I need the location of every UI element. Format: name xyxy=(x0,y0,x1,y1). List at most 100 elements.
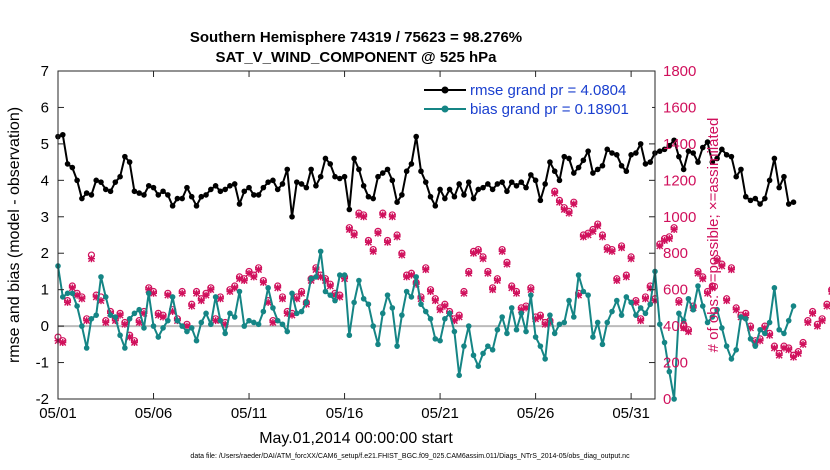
bias-point xyxy=(294,310,300,317)
bias-point xyxy=(585,292,591,298)
y-right-tick-label: 1400 xyxy=(663,136,696,153)
bias-point xyxy=(437,337,443,344)
bias-point xyxy=(236,288,243,295)
rmse-point xyxy=(112,179,119,185)
obs-assimilated-point xyxy=(384,238,392,246)
rmse-point xyxy=(738,166,744,173)
bias-point xyxy=(174,317,181,324)
bias-point xyxy=(494,326,501,333)
rmse-point xyxy=(98,179,104,185)
obs-assimilated-point xyxy=(379,211,387,219)
obs-assimilated-point xyxy=(150,289,158,297)
rmse-point xyxy=(184,184,190,191)
rmse-point xyxy=(279,181,286,187)
rmse-point xyxy=(212,183,219,189)
y-left-tick-label: 5 xyxy=(41,136,49,153)
rmse-point xyxy=(456,181,462,187)
bias-point xyxy=(647,301,654,308)
bias-point xyxy=(198,319,205,326)
bias-point xyxy=(704,319,711,326)
rmse-point xyxy=(303,184,310,191)
bias-point xyxy=(604,319,611,326)
rmse-point xyxy=(518,179,525,185)
obs-assimilated-point xyxy=(427,287,435,295)
bias-point xyxy=(695,283,701,289)
obs-assimilated-point xyxy=(226,287,234,295)
bias-point xyxy=(399,312,405,318)
rmse-point xyxy=(590,170,596,176)
rmse-point xyxy=(384,166,391,173)
bias-point xyxy=(728,356,735,362)
obs-assimilated-point xyxy=(250,273,258,281)
y-right-tick-label: 1600 xyxy=(663,99,696,116)
bias-point xyxy=(289,290,295,297)
bias-point xyxy=(403,288,410,295)
obs-assimilated-point xyxy=(293,295,301,303)
obs-assimilated-point xyxy=(675,298,683,306)
bias-point xyxy=(661,339,668,346)
bias-point xyxy=(489,347,496,353)
obs-assimilated-point xyxy=(718,262,726,270)
obs-assimilated-point xyxy=(164,291,172,299)
bias-point xyxy=(217,317,224,324)
bias-point xyxy=(551,330,558,337)
bias-point xyxy=(59,294,66,300)
obs-assimilated-point xyxy=(699,275,707,283)
bias-point xyxy=(613,297,620,304)
bias-point xyxy=(336,272,343,278)
bias-point xyxy=(255,321,262,328)
bias-point xyxy=(508,305,515,311)
bias-point xyxy=(169,294,176,300)
rmse-point xyxy=(714,155,720,162)
bias-point xyxy=(83,345,90,351)
y-right-tick-label: 1200 xyxy=(663,172,696,189)
obs-assimilated-point xyxy=(126,333,134,341)
bias-point xyxy=(179,323,185,329)
obs-assimilated-point xyxy=(269,318,277,326)
rmse-point xyxy=(747,197,754,204)
rmse-point xyxy=(499,179,505,185)
rmse-point xyxy=(528,172,534,178)
legend-bias-marker xyxy=(441,105,449,113)
bias-point xyxy=(637,305,644,311)
bias-point xyxy=(341,272,348,278)
bias-point xyxy=(231,314,238,320)
rmse-point xyxy=(160,188,166,195)
obs-assimilated-point xyxy=(393,233,401,241)
rmse-point xyxy=(317,173,324,180)
rmse-point xyxy=(422,179,429,185)
rmse-point xyxy=(203,192,209,198)
bias-point xyxy=(656,321,663,328)
rmse-point xyxy=(193,203,200,209)
rmse-point xyxy=(594,166,601,173)
obs-assimilated-point xyxy=(360,213,368,221)
obs-possible-point xyxy=(828,286,830,293)
bias-point xyxy=(556,321,563,328)
obs-assimilated-point xyxy=(64,298,72,306)
rmse-point xyxy=(265,179,271,185)
obs-assimilated-point xyxy=(512,289,520,297)
obs-assimilated-point xyxy=(169,308,177,316)
y-axis-left-label: rmse and bias (model - observation) xyxy=(6,107,23,363)
obs-assimilated-point xyxy=(541,320,549,328)
obs-assimilated-point xyxy=(441,302,449,310)
rmse-point xyxy=(394,199,400,205)
rmse-point xyxy=(437,186,443,193)
rmse-point xyxy=(599,162,606,169)
y-left-tick-label: 6 xyxy=(41,99,49,116)
rmse-point xyxy=(566,155,572,162)
obs-count-series xyxy=(54,187,830,361)
rmse-point xyxy=(403,168,410,175)
x-tick-label: 05/06 xyxy=(135,405,173,422)
obs-assimilated-point xyxy=(498,247,506,255)
obs-assimilated-point xyxy=(484,269,492,277)
rmse-point xyxy=(489,186,496,193)
bias-point xyxy=(93,312,100,318)
bias-point xyxy=(246,317,252,324)
obs-assimilated-point xyxy=(207,286,215,294)
rmse-point xyxy=(695,159,701,165)
rmse-point xyxy=(155,192,162,198)
rmse-point xyxy=(723,152,730,158)
obs-assimilated-point xyxy=(298,289,306,297)
rmse-point xyxy=(719,146,725,153)
